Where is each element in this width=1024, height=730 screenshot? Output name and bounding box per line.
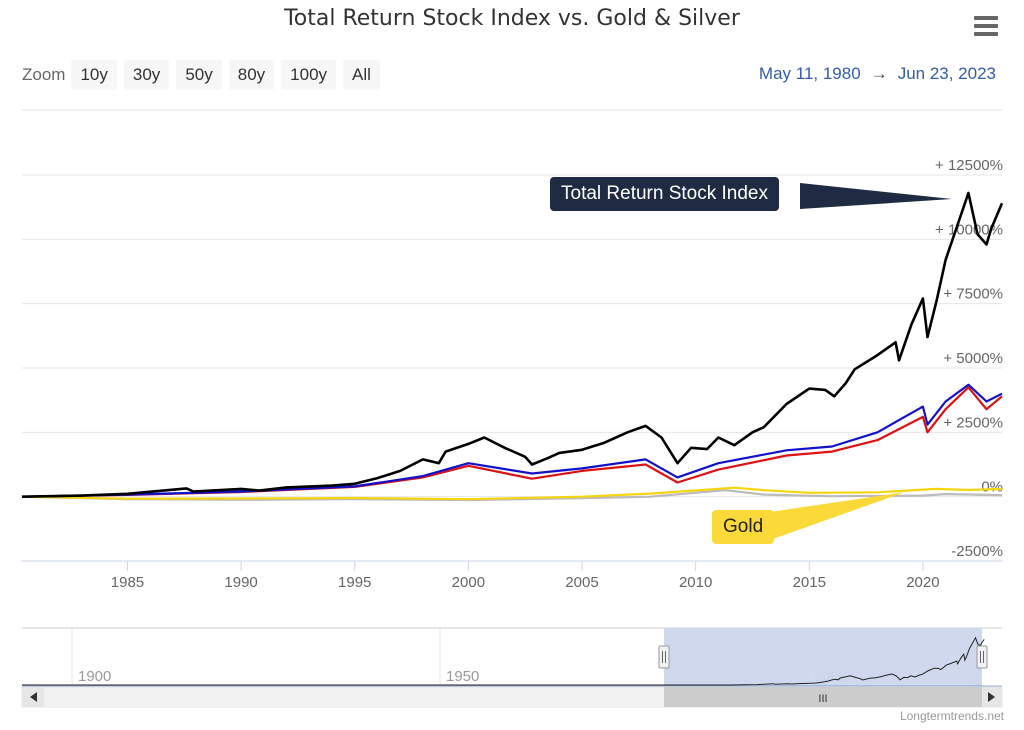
series-group — [21, 191, 1004, 502]
scrollbar[interactable]: III — [21, 686, 1003, 708]
scroll-left-arrow-icon — [30, 692, 37, 702]
y-axis-labels: + 12500% + 10000% + 7500% + 5000% + 2500% 0% -… — [935, 157, 1003, 560]
stock-series-line[interactable] — [21, 191, 1004, 498]
x-tick-label: 2015 — [793, 574, 826, 591]
y-tick-label: + 12500% — [935, 157, 1003, 174]
navigator-series-line — [22, 636, 985, 686]
scrollbar-thumb[interactable] — [664, 687, 982, 707]
navigator-handle-right[interactable] — [976, 645, 988, 669]
y-tick-label: -2500% — [951, 543, 1003, 560]
gold-label-pointer — [770, 492, 905, 540]
gold-series-line[interactable] — [21, 486, 1003, 501]
navigator-selection[interactable] — [664, 628, 982, 686]
stock-label-pointer — [800, 183, 952, 209]
zoom-controls: Zoom 10y 30y 50y 80y 100y All — [22, 60, 387, 90]
y-tick-label: 0% — [981, 479, 1003, 496]
y-tick-label: + 10000% — [935, 221, 1003, 238]
range-end-date[interactable]: Jun 23, 2023 — [897, 64, 996, 83]
zoom-button-100y[interactable]: 100y — [281, 60, 337, 90]
x-tick-label: 2005 — [565, 574, 598, 591]
navigator-tick-1950: 1950 — [446, 668, 479, 685]
chart-title: Total Return Stock Index vs. Gold & Silv… — [284, 6, 740, 31]
x-tick-label: 1990 — [224, 574, 257, 591]
scrollbar-grip-icon: III — [818, 693, 827, 705]
range-start-date[interactable]: May 11, 1980 — [758, 64, 861, 83]
zoom-button-10y[interactable]: 10y — [71, 60, 117, 90]
y-tick-label: + 5000% — [943, 350, 1003, 367]
range-arrow-icon: → — [870, 64, 888, 83]
credit-link[interactable]: Longtermtrends.net — [899, 709, 1004, 723]
zoom-button-all[interactable]: All — [343, 60, 380, 90]
y-tick-label: + 7500% — [943, 286, 1003, 303]
gold-series-label: Gold — [712, 510, 775, 544]
x-tick-label: 2020 — [906, 574, 939, 591]
stock-series-label: Total Return Stock Index — [550, 177, 779, 211]
zoom-button-50y[interactable]: 50y — [176, 60, 222, 90]
x-tick-label: 2010 — [679, 574, 712, 591]
navigator-tick-1900: 1900 — [78, 668, 111, 685]
scroll-right-arrow-icon — [988, 692, 995, 702]
date-range: May 11, 1980 → Jun 23, 2023 — [759, 64, 996, 84]
silver-series-line[interactable] — [21, 489, 1003, 502]
blue-series-line[interactable] — [21, 383, 1003, 498]
red-series-line[interactable] — [21, 386, 1003, 498]
navigator[interactable]: 1900 1950 2000 — [22, 627, 1002, 687]
zoom-button-80y[interactable]: 80y — [228, 60, 275, 90]
zoom-button-30y[interactable]: 30y — [123, 60, 170, 90]
navigator-handle-left[interactable] — [658, 645, 670, 669]
hamburger-menu-icon[interactable] — [972, 14, 1000, 38]
grid-lines — [22, 174, 1002, 498]
x-tick-label: 1985 — [111, 574, 144, 591]
x-tick-label: 1995 — [338, 574, 371, 591]
zoom-label: Zoom — [22, 65, 66, 84]
y-tick-label: + 2500% — [943, 414, 1003, 431]
x-axis-ticks: 1985 1990 1995 2000 2005 2010 2015 2020 — [111, 561, 940, 591]
x-tick-label: 2000 — [452, 574, 485, 591]
